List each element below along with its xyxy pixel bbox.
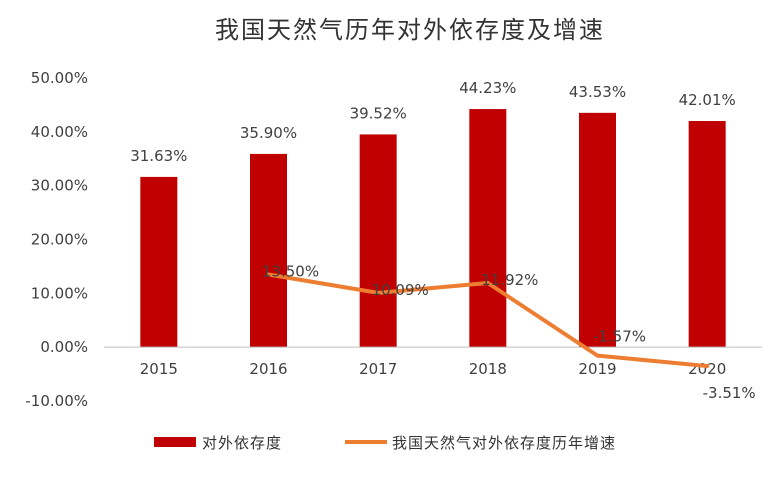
legend: 对外依存度 我国天然气对外依存度历年增速 (154, 434, 616, 452)
y-tick-label: 30.00% (31, 177, 88, 195)
line-data-label: 11.92% (481, 271, 538, 289)
y-tick-label: 0.00% (40, 338, 88, 356)
line-point (266, 272, 271, 277)
bar (469, 109, 507, 348)
x-tick-label: 2019 (578, 360, 616, 378)
bar (579, 112, 616, 348)
bar-data-label: 31.63% (130, 147, 187, 165)
bar-data-label: 42.01% (679, 91, 736, 109)
line-point (485, 280, 490, 285)
line-data-label: 10.09% (372, 281, 429, 299)
bar (359, 134, 397, 348)
bar-data-label: 35.90% (240, 124, 297, 142)
bar-data-label: 39.52% (350, 104, 407, 122)
x-tick-label: 2018 (469, 360, 507, 378)
bar-series (140, 109, 726, 348)
y-tick-label: 40.00% (31, 123, 88, 141)
bar-data-label: 43.53% (569, 83, 626, 101)
legend-swatch-bar (154, 437, 196, 447)
data-labels: 31.63% 35.90% 39.52% 44.23% 43.53% 42.01% 13.5… (130, 79, 755, 402)
y-tick-label: -10.00% (25, 392, 88, 410)
legend-label-bar: 对外依存度 (202, 434, 282, 452)
bar (140, 176, 178, 348)
bar (250, 153, 287, 348)
legend-label-line: 我国天然气对外依存度历年增速 (392, 434, 616, 452)
line-point (705, 364, 710, 369)
line-series (266, 272, 710, 369)
y-tick-label: 20.00% (31, 231, 88, 249)
line-point (376, 290, 381, 295)
y-tick-label: 10.00% (31, 284, 88, 302)
y-axis: -10.00% 0.00% 10.00% 20.00% 30.00% 40.00% 50.0… (25, 69, 88, 410)
y-tick-label: 50.00% (31, 69, 88, 87)
bar (688, 121, 726, 348)
x-tick-label: 2017 (359, 360, 397, 378)
x-tick-label: 2016 (249, 360, 287, 378)
bar-data-label: 44.23% (459, 79, 516, 97)
chart-title: 我国天然气历年对外依存度及增速 (215, 16, 605, 44)
line-data-label: 13.50% (262, 262, 319, 280)
line-point (595, 353, 600, 358)
x-tick-label: 2015 (140, 360, 178, 378)
line-data-label: -1.57% (593, 328, 646, 346)
line-data-label: -3.51% (703, 384, 756, 402)
